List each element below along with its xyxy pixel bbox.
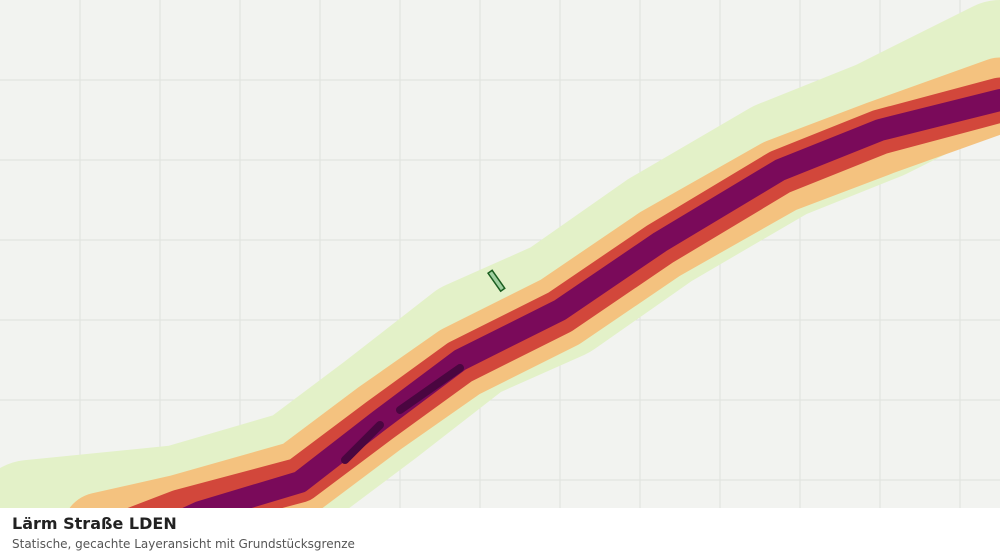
layer-subtitle: Statische, gecachte Layeransicht mit Gru… (12, 537, 355, 551)
layer-title: Lärm Straße LDEN (12, 514, 177, 533)
legend-panel: Lärm Straße LDEN Statische, gecachte Lay… (0, 508, 1000, 560)
band-75 (341, 364, 464, 464)
parcel-boundary (487, 269, 506, 293)
band-70 (139, 89, 1000, 546)
